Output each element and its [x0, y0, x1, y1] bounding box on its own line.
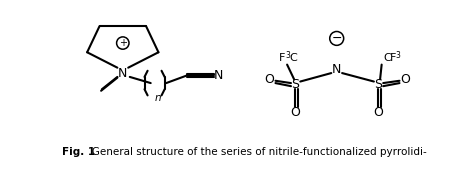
Text: N: N [214, 69, 224, 82]
Text: n: n [155, 93, 161, 103]
Text: General structure of the series of nitrile-functionalized pyrrolidi-: General structure of the series of nitri… [82, 147, 427, 157]
Text: 3: 3 [396, 51, 401, 60]
Text: O: O [374, 106, 383, 119]
Text: −: − [331, 32, 342, 45]
Text: C: C [290, 54, 297, 63]
Text: O: O [291, 106, 301, 119]
Text: 3: 3 [285, 51, 291, 60]
Text: C: C [383, 54, 391, 63]
Text: F: F [390, 54, 396, 63]
Text: S: S [292, 78, 300, 91]
Text: F: F [279, 54, 286, 63]
Text: N: N [332, 63, 341, 76]
Text: O: O [264, 73, 274, 86]
Text: Fig. 1: Fig. 1 [63, 147, 95, 157]
Text: N: N [118, 67, 128, 80]
Text: +: + [119, 38, 127, 48]
Text: S: S [374, 78, 383, 91]
Text: O: O [401, 73, 410, 86]
